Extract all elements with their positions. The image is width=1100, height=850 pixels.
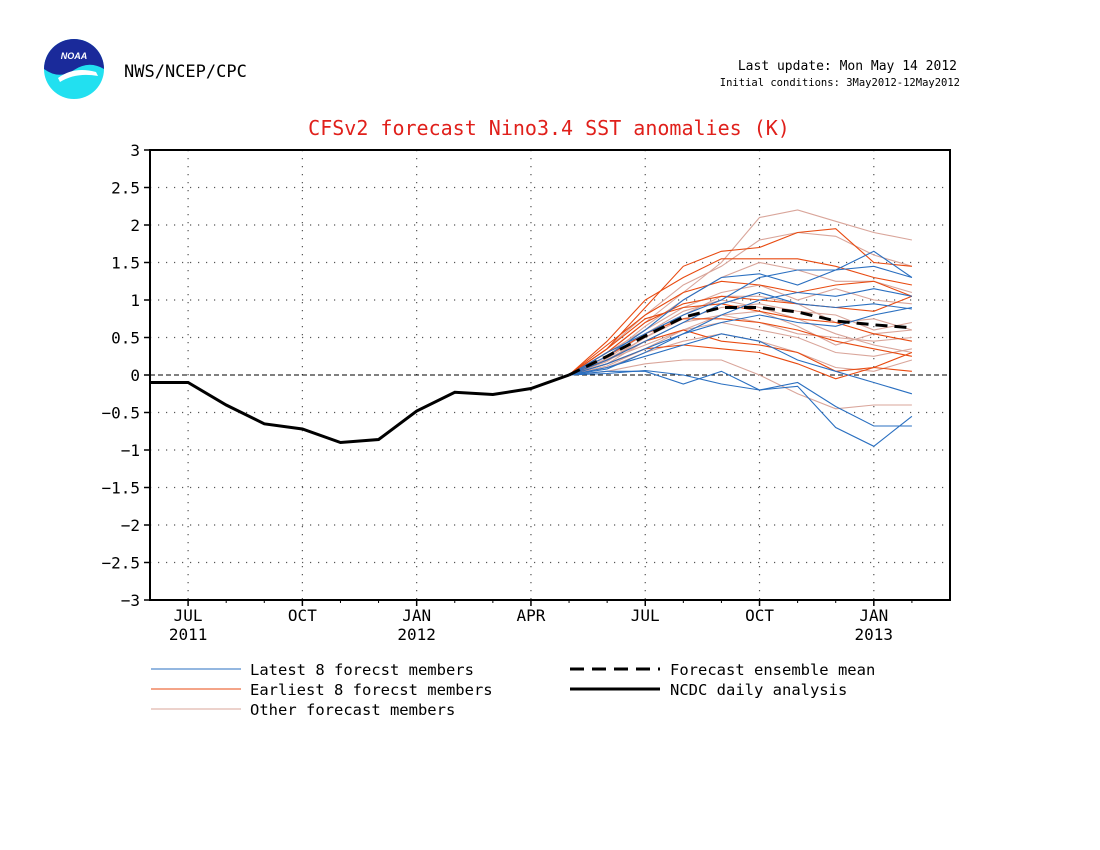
y-tick-label: −2.5	[101, 554, 140, 573]
plot-frame	[149, 149, 951, 601]
initial-conditions-text: Initial conditions: 3May2012-12May2012	[720, 77, 960, 89]
series-latest-member-line	[568, 288, 913, 376]
x-tick-year-label: 2013	[855, 625, 894, 644]
y-tick-label: 0	[130, 366, 140, 385]
noaa-logo-icon: NOAA	[44, 39, 104, 99]
x-tick-label: JAN	[402, 606, 431, 625]
x-tick-label: APR	[516, 606, 545, 625]
legend-label-analysis: NCDC daily analysis	[670, 681, 847, 699]
agency-label: NWS/NCEP/CPC	[124, 62, 247, 82]
y-tick-label: −3	[121, 591, 140, 610]
logo-text: NOAA	[61, 51, 88, 61]
series-earliest-member-line	[568, 258, 913, 376]
legend: Latest 8 forecst members Earliest 8 forec…	[151, 661, 875, 719]
series-latest-member-line	[568, 370, 913, 447]
y-tick-label: 0.5	[111, 329, 140, 348]
series-analysis-line	[150, 373, 570, 445]
y-tick-label: 1.5	[111, 254, 140, 273]
x-tick-label: OCT	[745, 606, 774, 625]
y-tick-label: −2	[121, 516, 140, 535]
series-other-member-line	[568, 321, 913, 376]
y-tick-label: −1.5	[101, 479, 140, 498]
series-latest-member-line	[568, 333, 913, 395]
series-latest-member-line	[568, 306, 913, 376]
series-latest-member-line	[568, 291, 912, 376]
y-tick-label: 2.5	[111, 179, 140, 198]
legend-label-mean: Forecast ensemble mean	[670, 661, 875, 679]
legend-label-earliest: Earliest 8 forecst members	[250, 681, 493, 699]
y-tick-label: 2	[130, 216, 140, 235]
plot-area: 32.521.510.50−0.5−1−1.5−2−2.5−3JUL2011OC…	[101, 141, 951, 644]
x-tick-year-label: 2011	[169, 625, 208, 644]
x-tick-label: JAN	[859, 606, 888, 625]
y-tick-label: −0.5	[101, 404, 140, 423]
series-earliest-member-line	[568, 228, 912, 376]
series-other-member-line	[568, 359, 912, 410]
y-tick-label: −1	[121, 441, 140, 460]
series-other-member-line	[568, 303, 913, 376]
series-latest-member-line	[568, 369, 912, 427]
legend-label-latest: Latest 8 forecst members	[250, 661, 474, 679]
y-tick-label: 3	[130, 141, 140, 160]
chart-title: CFSv2 forecast Nino3.4 SST anomalies (K)	[308, 116, 790, 140]
y-tick-label: 1	[130, 291, 140, 310]
series-ensemble-mean-line	[568, 306, 913, 377]
x-tick-label: JUL	[631, 606, 660, 625]
series-latest-member-line	[568, 250, 913, 376]
series-other-member-line	[568, 310, 912, 376]
x-tick-label: OCT	[288, 606, 317, 625]
series-earliest-member-line	[568, 280, 913, 376]
x-tick-label: JUL	[174, 606, 203, 625]
last-update-text: Last update: Mon May 14 2012	[738, 59, 957, 74]
x-tick-year-label: 2012	[397, 625, 436, 644]
legend-label-other: Other forecast members	[250, 701, 455, 719]
